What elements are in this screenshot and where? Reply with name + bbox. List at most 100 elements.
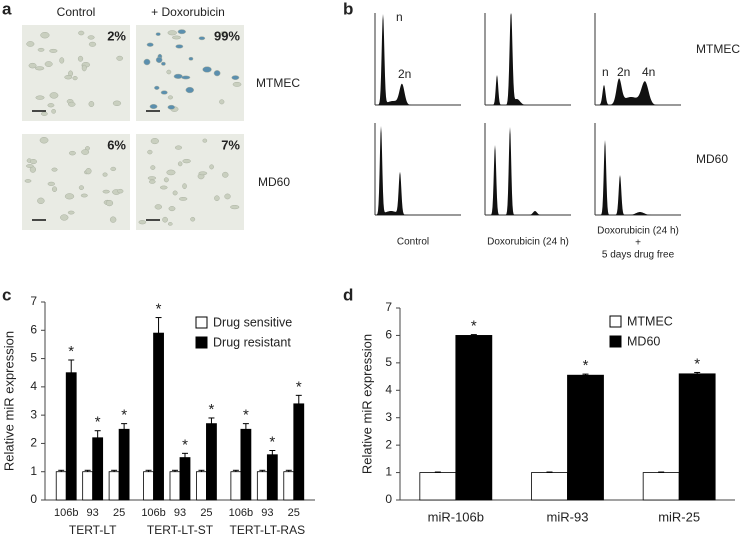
cell — [167, 95, 174, 100]
bar — [678, 373, 716, 501]
x-tick-label: 106b — [229, 507, 253, 519]
cell — [81, 149, 90, 155]
cell — [154, 85, 160, 90]
cell — [182, 183, 187, 190]
significance: * — [583, 357, 589, 374]
micrograph — [22, 25, 130, 121]
cell — [182, 158, 191, 164]
legend-swatch — [195, 336, 208, 349]
cell — [85, 167, 92, 175]
x-tick-label: 93 — [261, 507, 273, 519]
hist-shape — [485, 127, 571, 215]
significance: * — [243, 407, 249, 424]
error-bar — [242, 423, 249, 430]
cell — [154, 204, 163, 210]
percentage: 2% — [107, 28, 126, 43]
cell — [230, 204, 240, 210]
group-label: TERT-LT-ST — [147, 523, 214, 537]
bar — [283, 471, 295, 501]
x-tick-label: 25 — [288, 507, 300, 519]
significance: * — [296, 378, 302, 395]
cell — [167, 30, 177, 36]
bar — [419, 472, 457, 501]
bar — [206, 423, 217, 501]
peak-label: n — [396, 10, 403, 24]
y-tick-label: 7 — [30, 294, 37, 308]
y-tick-label: 0 — [385, 492, 392, 506]
cell — [222, 171, 229, 178]
cell — [80, 193, 88, 198]
significance: * — [121, 407, 127, 424]
panel-label: b — [343, 0, 353, 18]
cell — [149, 104, 158, 110]
bar — [82, 471, 94, 501]
cell — [47, 103, 55, 108]
x-tick-label: 106b — [54, 507, 78, 519]
legend-swatch — [195, 316, 208, 329]
legend-label: Drug resistant — [213, 335, 291, 349]
cell — [102, 172, 108, 177]
row-label: MTMEC — [256, 76, 300, 90]
peak-label: 4n — [642, 65, 655, 79]
y-tick-label: 3 — [30, 407, 37, 421]
row-label: MD60 — [258, 175, 290, 189]
cell — [214, 195, 220, 202]
hist-shape — [595, 78, 681, 105]
error-bar — [94, 430, 101, 438]
significance: * — [182, 436, 188, 453]
cell — [150, 138, 159, 145]
error-bar — [111, 469, 118, 472]
y-tick-label: 1 — [385, 465, 392, 479]
error-bar — [470, 334, 477, 336]
cell — [78, 30, 85, 36]
cell — [150, 165, 156, 170]
cell — [47, 181, 55, 186]
y-tick-label: 2 — [30, 436, 37, 450]
cell — [117, 188, 124, 194]
bar — [143, 471, 154, 501]
cell — [34, 66, 45, 71]
significance: * — [269, 433, 275, 450]
bar — [642, 472, 680, 501]
cell — [155, 32, 161, 36]
peak-label: 2n — [398, 67, 411, 81]
panel-label: a — [2, 0, 12, 18]
group-label: TERT-LT-RAS — [230, 523, 306, 537]
error-bar — [232, 469, 239, 472]
cell — [172, 190, 178, 196]
cell — [40, 111, 48, 116]
panel-label: d — [343, 285, 353, 304]
x-tick-label: 25 — [113, 507, 125, 519]
cell — [166, 69, 172, 75]
y-tick-label: 3 — [385, 410, 392, 424]
cell — [160, 90, 168, 95]
error-bar — [58, 469, 65, 472]
cell — [68, 150, 76, 156]
cell — [172, 35, 181, 40]
cell — [177, 29, 186, 35]
cell — [161, 61, 166, 66]
cell — [26, 164, 34, 168]
cell — [60, 214, 69, 221]
bar — [108, 471, 120, 501]
cell — [177, 161, 183, 167]
cell — [26, 41, 35, 47]
cell — [220, 31, 228, 36]
error-bar — [208, 417, 215, 424]
y-tick-label: 6 — [385, 328, 392, 342]
significance: * — [95, 414, 101, 431]
cell — [188, 56, 194, 61]
cell — [159, 185, 168, 190]
cell — [213, 70, 221, 77]
cell — [202, 66, 212, 73]
error-bar — [155, 317, 162, 334]
bar — [92, 437, 104, 501]
column-label: Doxorubicin (24 h) — [487, 237, 569, 248]
cell — [68, 101, 76, 107]
error-bar — [182, 452, 188, 458]
cell — [174, 145, 183, 150]
column-label: + — [635, 238, 641, 249]
cell — [44, 61, 53, 67]
